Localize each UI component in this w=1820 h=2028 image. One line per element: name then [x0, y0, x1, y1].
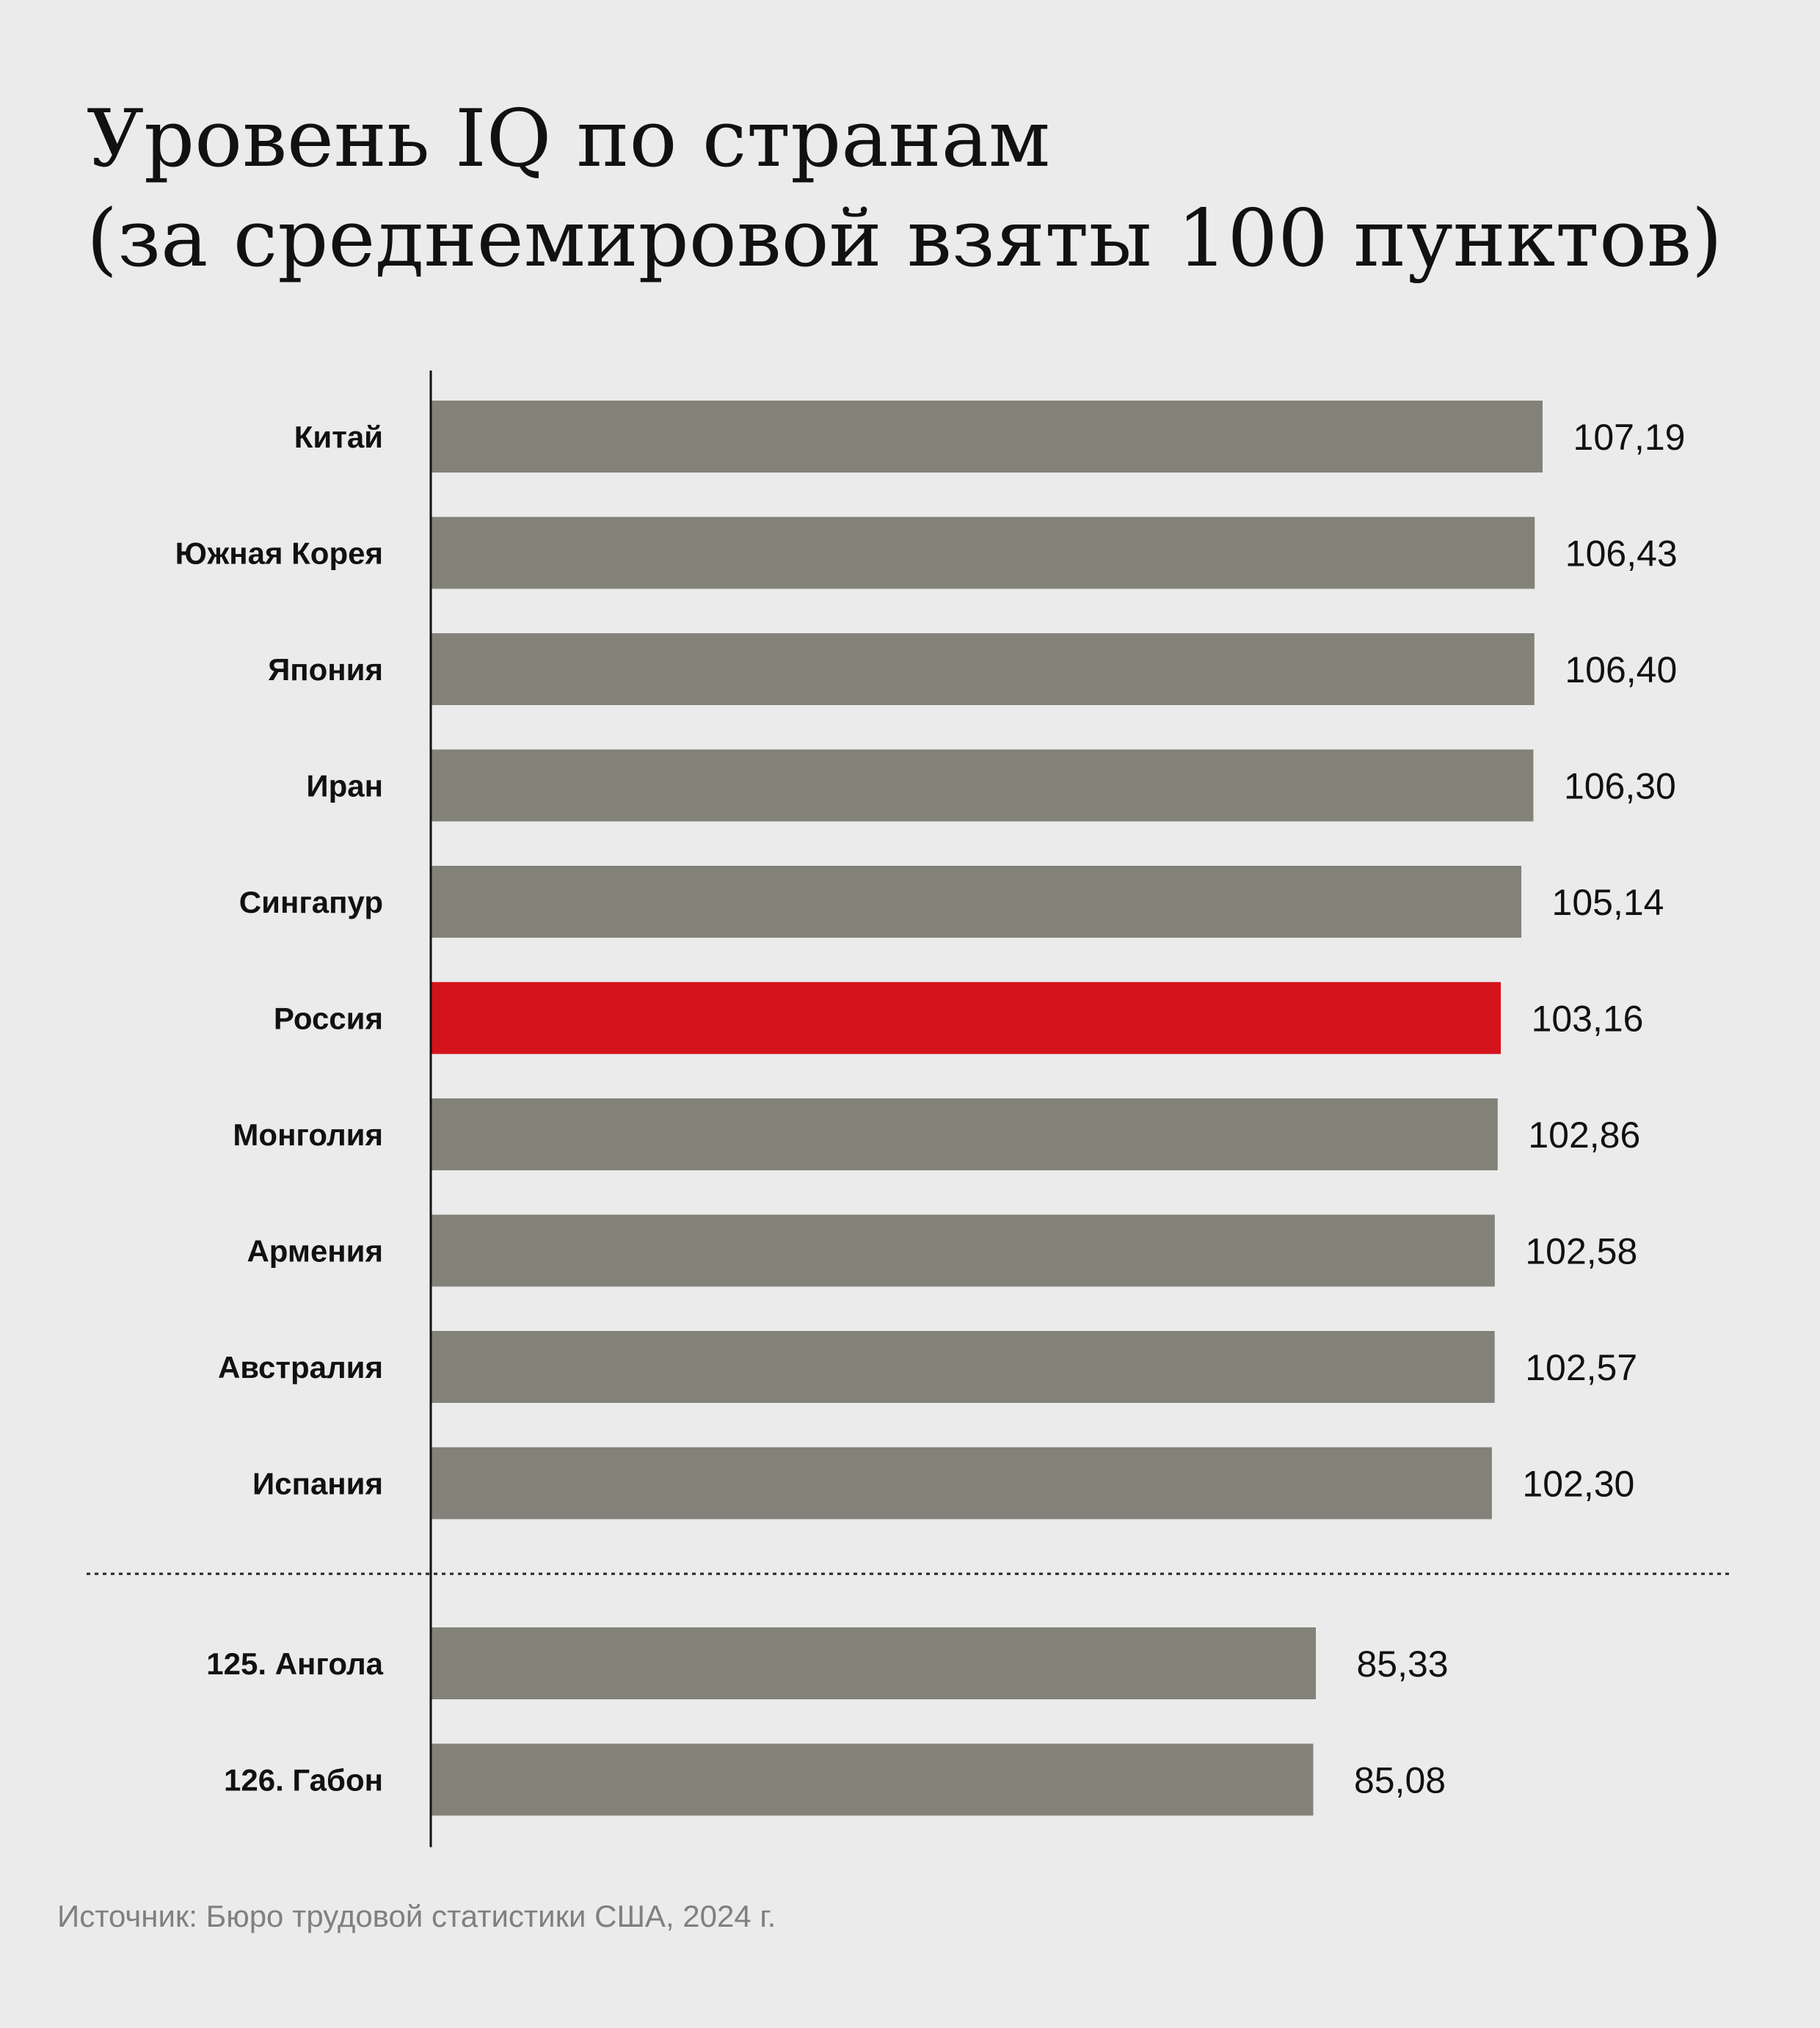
value-label: 103,16: [1532, 999, 1644, 1040]
bar: [431, 1331, 1495, 1403]
value-label: 102,86: [1528, 1115, 1640, 1156]
bar: [431, 517, 1535, 589]
category-label: Армения: [247, 1234, 383, 1269]
value-label: 85,33: [1356, 1644, 1448, 1685]
value-label: 106,43: [1565, 533, 1678, 575]
value-label: 106,30: [1564, 766, 1676, 807]
chart-title-line-2: (за среднемировой взяты 100 пунктов): [87, 193, 1723, 285]
bar: [431, 633, 1535, 705]
bar: [431, 1098, 1498, 1170]
bar: [431, 1214, 1495, 1287]
bar: [431, 401, 1543, 473]
bar: [431, 749, 1534, 822]
category-label: Австралия: [218, 1350, 383, 1385]
bar-chart: Китай 107,19 Южная Корея 106,43 Япония 106,40…: [87, 371, 1733, 1848]
category-label: Испания: [252, 1467, 383, 1501]
value-label: 85,08: [1354, 1760, 1446, 1801]
category-label: Китай: [294, 420, 383, 454]
chart-title-line-1: Уровень IQ по странам: [87, 93, 1051, 185]
bar: [431, 1627, 1317, 1699]
bar: [431, 1447, 1492, 1520]
value-label: 106,40: [1565, 649, 1677, 690]
category-label: Иран: [306, 769, 383, 803]
category-label: Монголия: [233, 1117, 383, 1152]
category-label: Южная Корея: [175, 536, 383, 571]
category-label: Япония: [268, 652, 383, 687]
bar: [431, 982, 1502, 1054]
chart-title: Уровень IQ по странам (за среднемировой …: [87, 90, 1730, 289]
value-label: 102,57: [1525, 1347, 1637, 1388]
category-label: 126. Габон: [224, 1763, 383, 1798]
value-label: 105,14: [1552, 882, 1664, 923]
category-label: Россия: [274, 1002, 383, 1036]
value-label: 102,58: [1525, 1231, 1637, 1272]
source-note: Источник: Бюро трудовой статистики США, …: [57, 1899, 776, 1933]
bar: [431, 1743, 1314, 1816]
bar: [431, 866, 1522, 938]
value-label: 102,30: [1522, 1464, 1634, 1505]
category-label: Сингапур: [239, 885, 383, 919]
category-label: 125. Ангола: [206, 1646, 383, 1681]
value-label: 107,19: [1573, 417, 1686, 458]
